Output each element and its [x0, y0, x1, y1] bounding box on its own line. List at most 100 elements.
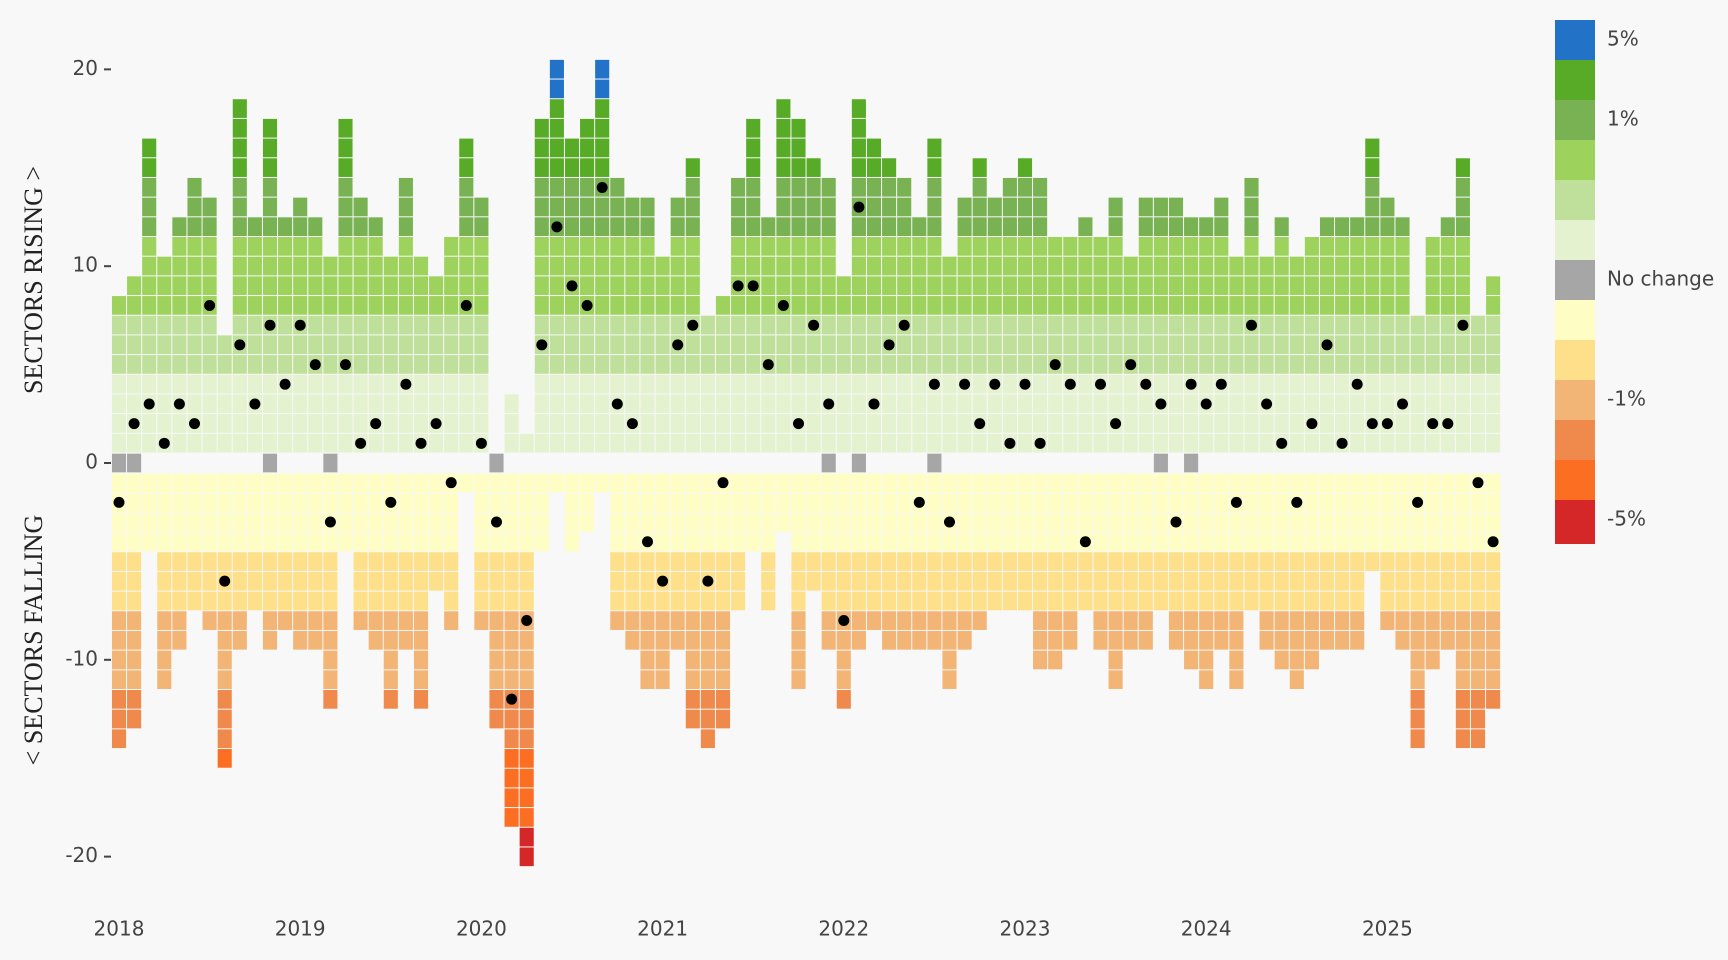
square	[610, 276, 625, 296]
square	[262, 296, 278, 315]
square	[1063, 591, 1078, 611]
square	[1153, 315, 1168, 335]
square	[746, 158, 761, 177]
square	[232, 552, 247, 571]
square	[1486, 414, 1501, 433]
square	[368, 473, 383, 493]
dot	[1351, 378, 1363, 390]
square	[1289, 512, 1304, 532]
square	[1078, 552, 1093, 571]
square	[127, 670, 142, 689]
square	[474, 552, 489, 571]
square	[655, 414, 670, 433]
square	[700, 591, 715, 611]
square	[851, 493, 866, 512]
square	[1335, 394, 1350, 414]
falling-column	[1033, 473, 1048, 670]
square	[398, 217, 413, 236]
square	[1033, 414, 1048, 433]
square	[1304, 276, 1319, 296]
rising-column	[1002, 177, 1017, 453]
square	[851, 453, 866, 473]
square	[1108, 197, 1123, 217]
dot	[747, 280, 759, 292]
square	[323, 690, 338, 709]
square	[353, 394, 368, 414]
square	[1033, 335, 1048, 355]
square	[1048, 630, 1063, 650]
square	[595, 276, 610, 296]
square	[791, 276, 806, 296]
square	[1214, 276, 1229, 296]
dot	[732, 280, 744, 292]
square	[459, 394, 474, 414]
square	[474, 355, 489, 374]
square	[1033, 611, 1048, 630]
square	[580, 197, 595, 217]
square	[1395, 237, 1410, 256]
square	[836, 493, 851, 512]
square	[519, 729, 534, 749]
falling-column	[625, 473, 640, 650]
square	[202, 532, 217, 552]
square	[398, 473, 413, 493]
falling-column	[806, 473, 821, 591]
square	[821, 414, 836, 433]
square	[882, 217, 897, 236]
square	[942, 650, 957, 670]
square	[942, 591, 957, 611]
square	[187, 276, 202, 296]
square	[655, 276, 670, 296]
square	[549, 197, 564, 217]
square	[474, 374, 489, 394]
falling-column	[1455, 473, 1470, 749]
square	[1078, 276, 1093, 296]
square	[1093, 296, 1108, 315]
square	[1259, 433, 1274, 453]
square	[1168, 197, 1184, 217]
y-tick-label: 0	[85, 450, 98, 474]
falling-column	[1229, 473, 1244, 689]
square	[1214, 197, 1229, 217]
square	[866, 177, 882, 197]
square	[882, 433, 897, 453]
square	[474, 217, 489, 236]
square	[821, 611, 836, 630]
square	[791, 473, 806, 493]
square	[187, 217, 202, 236]
rising-column	[806, 158, 821, 453]
falling-column	[1395, 473, 1410, 650]
square	[187, 473, 202, 493]
square	[595, 217, 610, 236]
dot	[959, 378, 971, 390]
square	[142, 355, 157, 374]
square	[1199, 433, 1214, 453]
square	[655, 315, 670, 335]
rising-column	[1199, 217, 1214, 453]
square	[127, 630, 142, 650]
square	[1425, 650, 1440, 670]
square	[731, 591, 746, 611]
square	[1395, 433, 1410, 453]
square	[836, 670, 851, 689]
falling-column	[1365, 473, 1380, 571]
square	[670, 374, 685, 394]
square	[323, 335, 338, 355]
square	[957, 276, 972, 296]
square	[761, 394, 776, 414]
dot	[143, 398, 155, 410]
square	[413, 630, 429, 650]
square	[761, 512, 776, 532]
square	[262, 237, 278, 256]
square	[444, 374, 459, 394]
square	[1440, 532, 1455, 552]
square	[247, 552, 262, 571]
square	[519, 630, 534, 650]
square	[685, 197, 700, 217]
square	[368, 571, 383, 591]
square	[1425, 237, 1440, 256]
square	[821, 453, 836, 473]
square	[247, 355, 262, 374]
square	[761, 315, 776, 335]
square	[1289, 571, 1304, 591]
